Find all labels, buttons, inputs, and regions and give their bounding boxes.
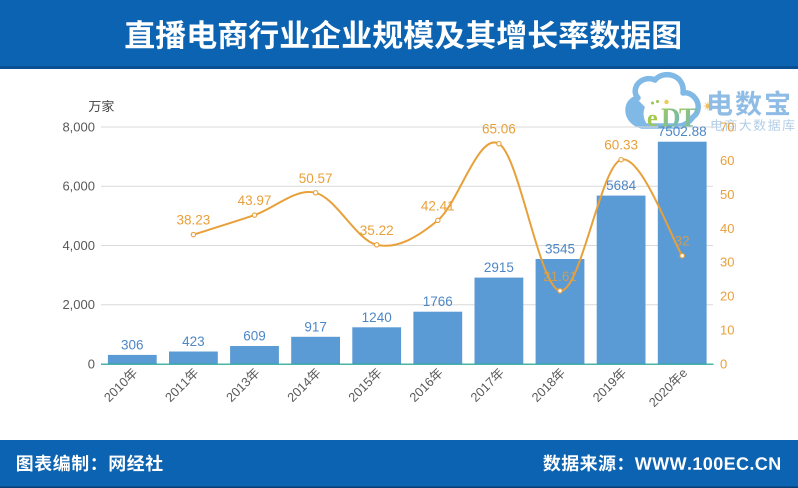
svg-text:0: 0 bbox=[720, 356, 727, 371]
svg-text:3545: 3545 bbox=[545, 242, 575, 257]
svg-text:e: e bbox=[647, 106, 658, 132]
svg-text:65.06: 65.06 bbox=[482, 122, 516, 137]
svg-text:50.57: 50.57 bbox=[299, 171, 333, 186]
svg-text:0: 0 bbox=[88, 356, 95, 371]
svg-text:6,000: 6,000 bbox=[62, 179, 95, 194]
svg-text:T: T bbox=[679, 103, 697, 133]
svg-text:32: 32 bbox=[675, 234, 690, 249]
svg-text:1766: 1766 bbox=[423, 294, 453, 309]
svg-text:60: 60 bbox=[720, 153, 734, 168]
svg-text:2,000: 2,000 bbox=[62, 297, 95, 312]
svg-text:50: 50 bbox=[720, 187, 734, 202]
svg-text:30: 30 bbox=[720, 255, 734, 270]
svg-text:10: 10 bbox=[720, 322, 734, 337]
svg-text:7502.88: 7502.88 bbox=[658, 124, 707, 139]
svg-text:1240: 1240 bbox=[362, 310, 392, 325]
svg-text:20: 20 bbox=[720, 289, 734, 304]
svg-text:8,000: 8,000 bbox=[62, 119, 95, 134]
svg-text:43.97: 43.97 bbox=[238, 193, 272, 208]
svg-text:38.23: 38.23 bbox=[177, 213, 211, 228]
svg-text:60.33: 60.33 bbox=[604, 138, 638, 153]
svg-text:D: D bbox=[661, 103, 681, 133]
svg-text:35.22: 35.22 bbox=[360, 223, 394, 238]
svg-text:5684: 5684 bbox=[606, 178, 637, 193]
svg-text:42.41: 42.41 bbox=[421, 198, 455, 213]
svg-text:21.61: 21.61 bbox=[543, 269, 577, 284]
svg-text:917: 917 bbox=[304, 319, 327, 334]
svg-text:306: 306 bbox=[121, 337, 144, 352]
svg-text:4,000: 4,000 bbox=[62, 238, 95, 253]
svg-text:609: 609 bbox=[243, 329, 266, 344]
svg-text:423: 423 bbox=[182, 334, 205, 349]
svg-text:70: 70 bbox=[720, 119, 734, 134]
svg-text:40: 40 bbox=[720, 221, 734, 236]
svg-text:2915: 2915 bbox=[484, 260, 514, 275]
